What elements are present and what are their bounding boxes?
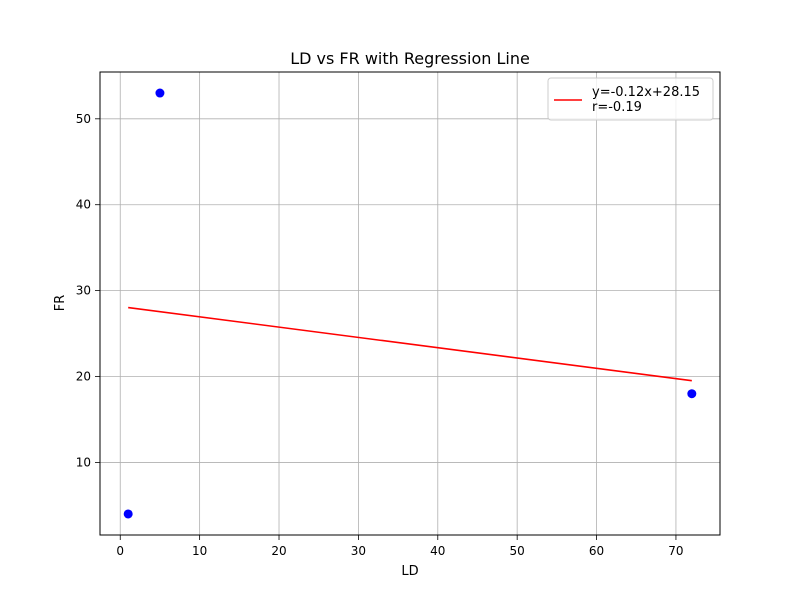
y-tick-label: 40	[76, 198, 91, 212]
y-tick-label: 50	[76, 112, 91, 126]
x-tick-label: 30	[351, 544, 366, 558]
y-tick-label: 10	[76, 455, 91, 469]
plot-frame	[99, 71, 721, 536]
legend: y=-0.12x+28.15 r=-0.19	[547, 77, 714, 121]
x-tick-label: 0	[116, 544, 124, 558]
scatter-point	[155, 88, 165, 98]
x-tick-label: 70	[668, 544, 683, 558]
scatter-point	[123, 509, 133, 519]
legend-box	[547, 77, 714, 121]
chart-title: LD vs FR with Regression Line	[290, 49, 530, 68]
x-tick-label: 60	[589, 544, 604, 558]
x-tick-label: 40	[430, 544, 445, 558]
legend-label: y=-0.12x+28.15 r=-0.19	[592, 85, 700, 115]
plot-series	[123, 88, 697, 519]
x-tick-label: 20	[271, 544, 286, 558]
axes: 0 10 20 30 40 50 60 70 10 20 30 40 50	[76, 112, 684, 558]
scatter-point	[687, 389, 697, 399]
x-tick-label: 10	[192, 544, 207, 558]
x-tick-label: 50	[510, 544, 525, 558]
regression-line	[128, 306, 692, 382]
y-tick-label: 30	[76, 284, 91, 298]
y-tick-label: 20	[76, 370, 91, 384]
y-axis-label: FR	[53, 295, 68, 312]
x-axis-label: LD	[401, 564, 418, 579]
grid-lines	[100, 72, 720, 535]
